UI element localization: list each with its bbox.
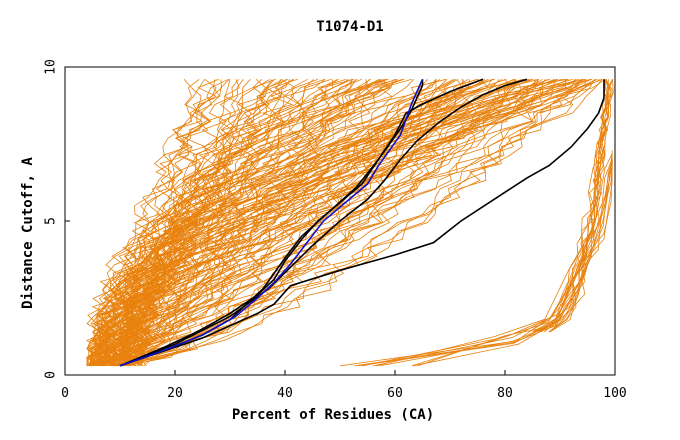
x-tick-label: 100 bbox=[603, 386, 626, 401]
model-line bbox=[102, 78, 596, 367]
model-line bbox=[102, 78, 583, 367]
model-line bbox=[88, 79, 398, 367]
model-line bbox=[137, 78, 592, 366]
model-line bbox=[92, 79, 334, 366]
model-line bbox=[133, 78, 548, 366]
x-tick-label: 20 bbox=[167, 386, 183, 401]
model-line bbox=[90, 79, 263, 366]
model-line bbox=[86, 79, 389, 367]
model-line bbox=[354, 160, 613, 367]
model-line bbox=[86, 78, 332, 367]
model-line bbox=[113, 79, 437, 367]
y-tick-label: 5 bbox=[44, 217, 59, 225]
y-axis-title: Distance Cutoff, A bbox=[20, 157, 36, 309]
model-line bbox=[135, 78, 219, 367]
x-axis-title: Percent of Residues (CA) bbox=[232, 407, 434, 423]
x-tick-label: 0 bbox=[61, 386, 69, 401]
model-line bbox=[113, 78, 283, 367]
y-tick-label: 0 bbox=[44, 371, 59, 379]
x-axis: 0 20 40 60 80 100 bbox=[61, 370, 627, 401]
model-line bbox=[122, 79, 357, 367]
model-line bbox=[411, 162, 613, 367]
model-line bbox=[101, 79, 500, 367]
model-line bbox=[117, 79, 240, 367]
model-line bbox=[122, 79, 369, 366]
model-line bbox=[376, 153, 613, 367]
model-line bbox=[417, 160, 613, 367]
model-line bbox=[540, 79, 613, 333]
model-line bbox=[122, 79, 595, 367]
model-line bbox=[413, 158, 613, 367]
model-line bbox=[86, 78, 404, 367]
model-line bbox=[101, 79, 539, 366]
model-line bbox=[535, 79, 612, 333]
background-model-lines bbox=[86, 78, 614, 367]
x-tick-label: 40 bbox=[277, 386, 293, 401]
y-axis: 0 5 10 bbox=[44, 59, 70, 379]
model-line bbox=[86, 78, 405, 367]
model-line bbox=[109, 79, 353, 367]
model-line bbox=[114, 78, 456, 367]
model-line bbox=[118, 78, 276, 366]
model-line bbox=[101, 79, 470, 367]
model-line bbox=[115, 79, 388, 367]
model-line bbox=[99, 79, 536, 366]
model-line bbox=[125, 78, 559, 366]
model-line bbox=[130, 78, 598, 367]
model-line bbox=[548, 79, 614, 333]
model-line bbox=[102, 78, 440, 367]
model-line bbox=[118, 79, 370, 367]
model-line bbox=[102, 78, 347, 367]
model-line bbox=[100, 78, 522, 367]
plot-area bbox=[86, 78, 614, 367]
y-tick-label: 10 bbox=[44, 59, 59, 75]
model-line bbox=[112, 78, 293, 366]
x-tick-label: 80 bbox=[497, 386, 513, 401]
x-tick-label: 60 bbox=[387, 386, 403, 401]
highlighted-model-lines bbox=[119, 78, 605, 367]
highlight-line-5 bbox=[119, 78, 424, 367]
highlight-line-3 bbox=[119, 79, 605, 367]
model-line bbox=[89, 78, 577, 366]
model-line bbox=[116, 79, 428, 367]
chart-title: T1074-D1 bbox=[316, 19, 383, 35]
model-line bbox=[124, 78, 580, 367]
model-line bbox=[127, 79, 584, 367]
model-line bbox=[86, 78, 326, 367]
model-line bbox=[126, 79, 489, 367]
